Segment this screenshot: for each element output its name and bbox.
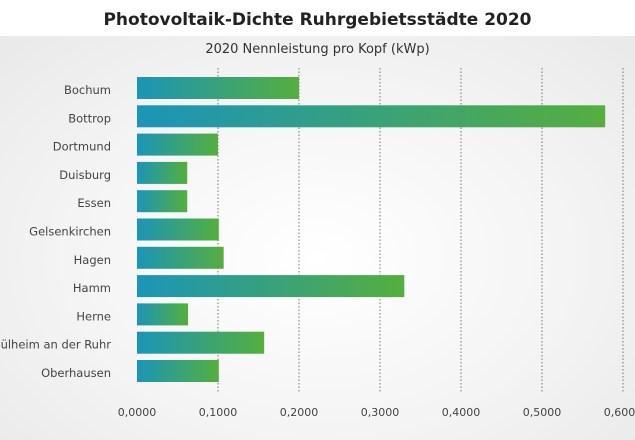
bar (137, 133, 218, 156)
x-tick-label: 0,0000 (118, 406, 157, 419)
category-label: Bochum (64, 83, 111, 97)
category-label: Essen (77, 196, 111, 210)
bar (137, 77, 299, 99)
x-tick-label: 0,2000 (280, 406, 319, 419)
bar (137, 360, 219, 382)
bar (137, 303, 189, 326)
x-tick-label: 0,1000 (199, 406, 238, 419)
plot-background (0, 36, 635, 440)
bar (137, 105, 606, 128)
category-label: Dortmund (53, 140, 111, 154)
bar (137, 331, 265, 354)
chart-title: Photovoltaik-Dichte Ruhrgebietsstädte 20… (103, 10, 532, 30)
category-labels: Bochum Bottrop Dortmund Duisburg Essen Gelsen… (0, 83, 111, 380)
category-label: Bottrop (68, 111, 111, 125)
category-label: Oberhausen (41, 366, 111, 380)
bar (137, 246, 224, 269)
category-label: Herne (76, 309, 111, 323)
category-label: Gelsenkirchen (29, 225, 111, 239)
category-label: Hagen (74, 253, 111, 267)
bar (137, 275, 405, 298)
chart-subtitle: 2020 Nennleistung pro Kopf (kWp) (205, 42, 430, 57)
bar (137, 161, 188, 184)
bar (137, 218, 219, 241)
category-label: Duisburg (59, 168, 111, 182)
category-label: Mülheim an der Ruhr (0, 338, 111, 352)
x-tick-label: 0,4000 (442, 406, 481, 419)
bars-group (137, 77, 606, 382)
x-tick-label: 0,6000 (604, 406, 635, 419)
x-tick-labels: 0,0000 0,1000 0,2000 0,3000 0,4000 0,5000 0,60… (118, 406, 635, 419)
x-tick-label: 0,5000 (523, 406, 562, 419)
x-tick-label: 0,3000 (361, 406, 400, 419)
bar (137, 190, 188, 213)
category-label: Hamm (73, 281, 111, 295)
